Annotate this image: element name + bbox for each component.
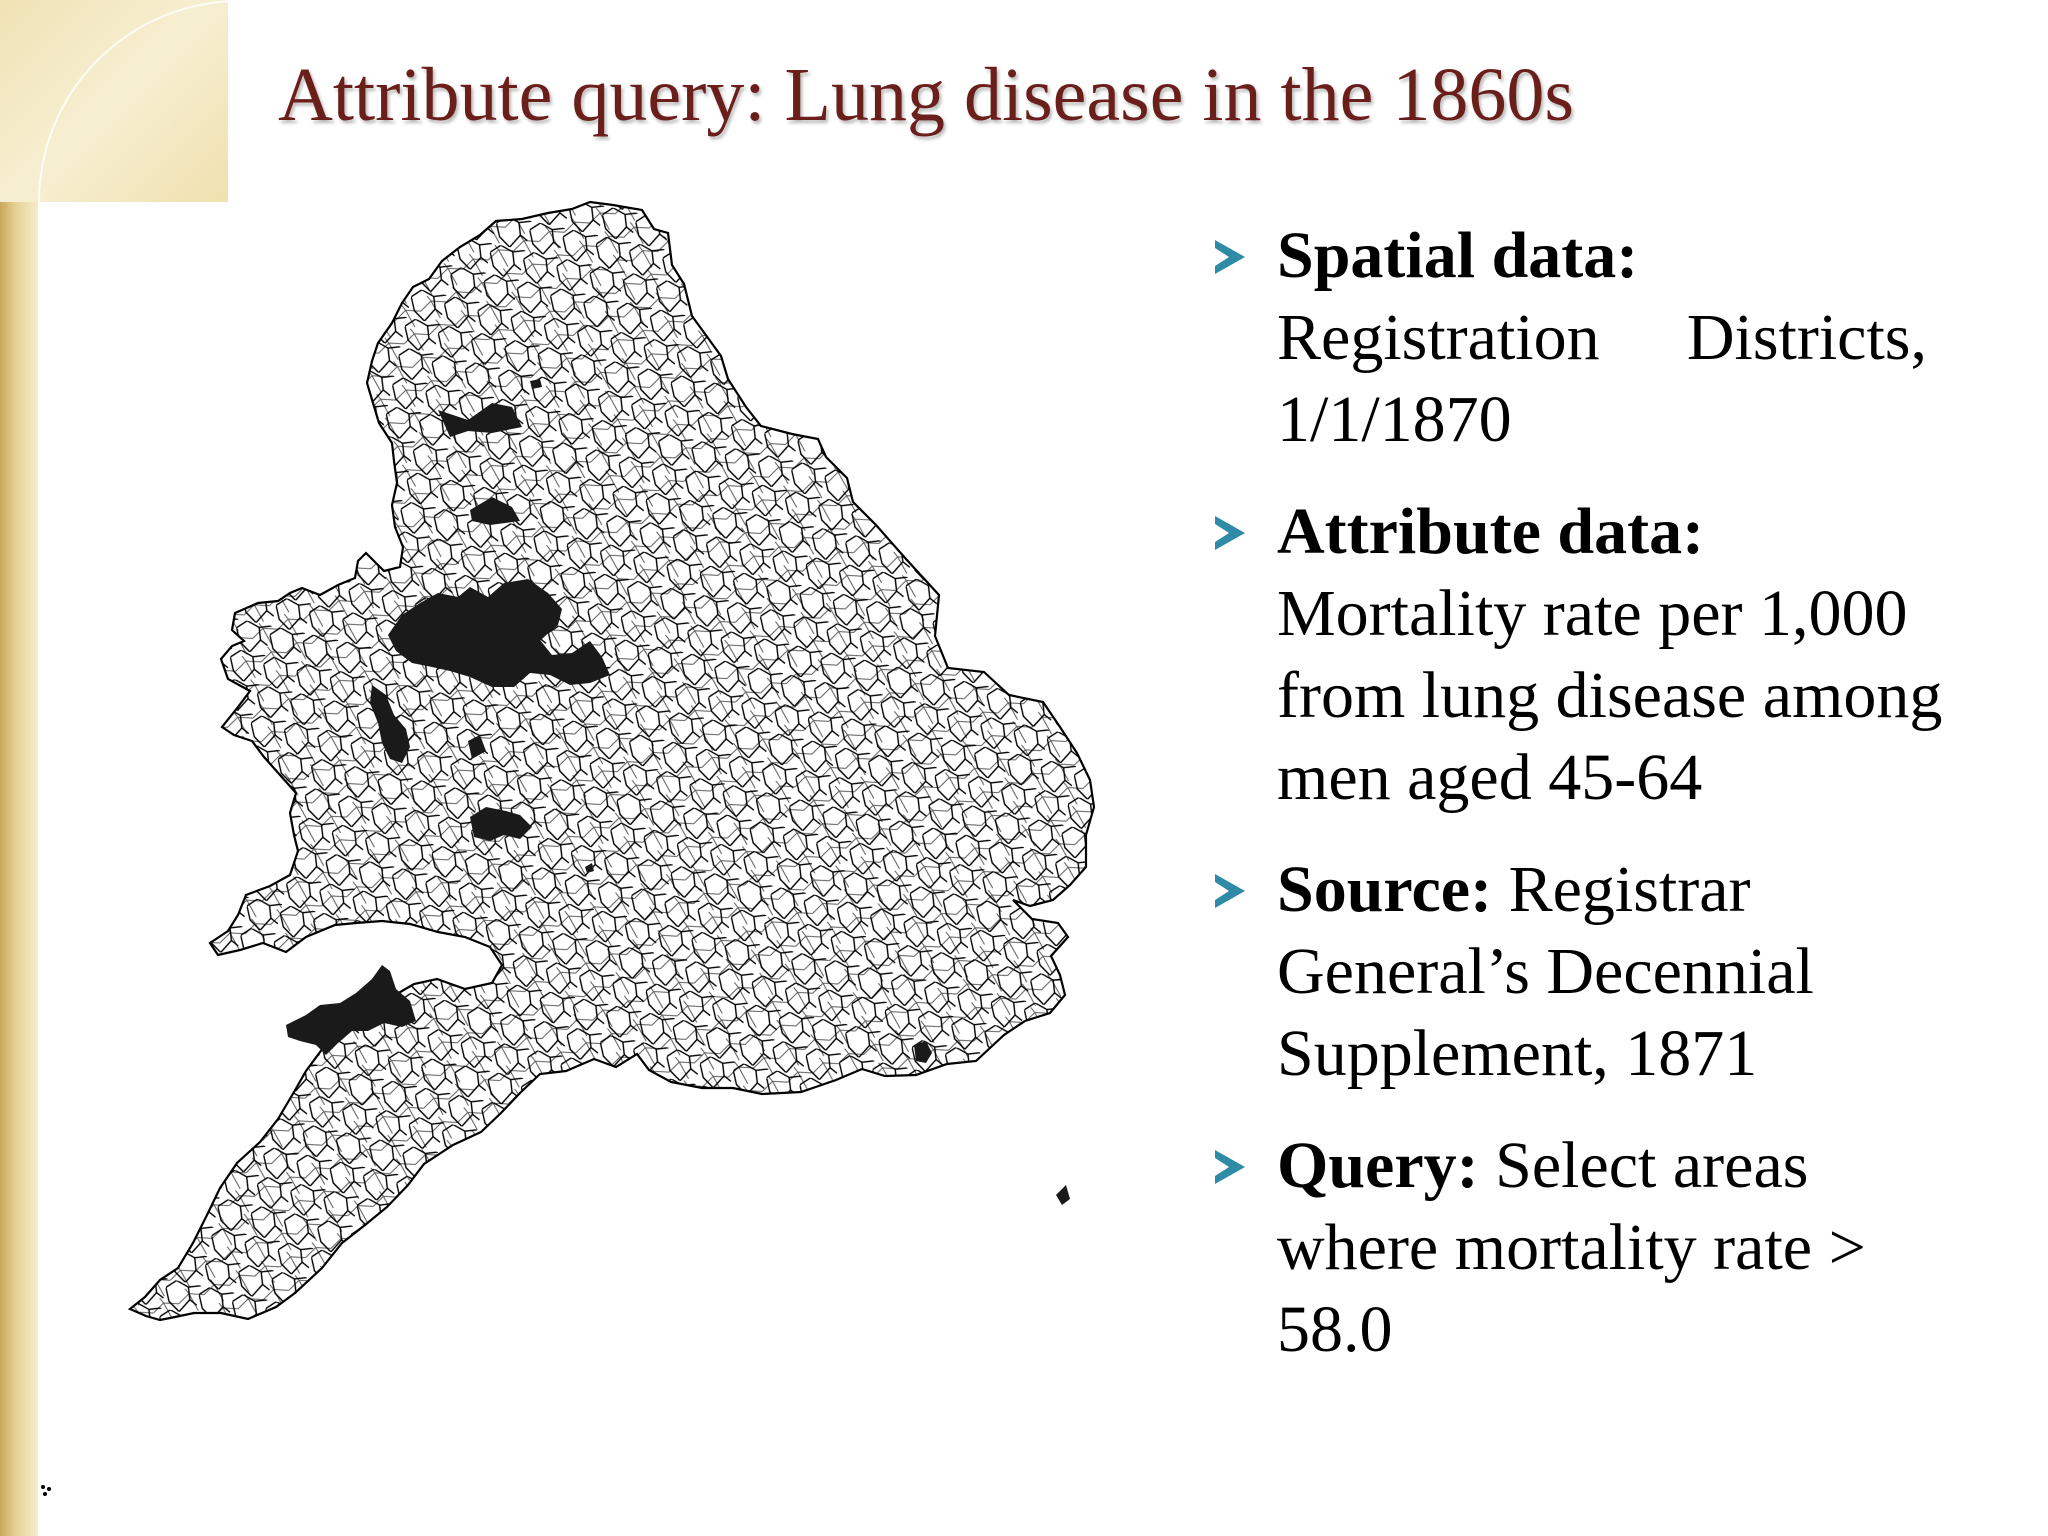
bullet-label: Query: [1277, 1129, 1479, 1202]
bullet-text-line: 1/1/1870 [1277, 383, 1512, 456]
selected-district-kent [1056, 1185, 1070, 1205]
selected-district-northeast-2 [470, 497, 520, 525]
slide-title: Attribute query: Lung disease in the 186… [278, 53, 1574, 137]
bullet-label: Source: [1277, 853, 1493, 926]
bullet-arrow-icon [1215, 1150, 1245, 1184]
selected-district-south-wales [286, 965, 416, 1055]
bullet-list: Spatial data: Registration Districts, 1/… [1215, 215, 2005, 1401]
selected-district-staffordshire [468, 735, 486, 759]
bullet-inline-text: Select areas [1478, 1129, 1809, 1202]
bullet-text-word: Districts, [1686, 301, 1927, 374]
bullet-spatial-data: Spatial data: Registration Districts, 1/… [1215, 215, 2005, 461]
selected-district-cheshire [370, 685, 410, 763]
bullet-text-line: where mortality rate > [1277, 1211, 1866, 1284]
bullet-inline-text: Registrar [1492, 853, 1751, 926]
selected-district-midland-dot [585, 863, 594, 873]
decorative-left-band [0, 0, 38, 1536]
selected-district-northeast-1 [438, 403, 522, 437]
bullet-query: Query: Select areas where mortality rate… [1215, 1125, 2005, 1371]
bullet-text-line: Registration Districts, [1277, 297, 1927, 379]
bullet-text-line: from lung disease among [1277, 659, 1943, 732]
bullet-label: Spatial data: [1277, 219, 1639, 292]
bullet-text-line: General’s Decennial [1277, 935, 1814, 1008]
selected-district-london [914, 1041, 932, 1063]
bullet-attribute-data: Attribute data: Mortality rate per 1,000… [1215, 491, 2005, 819]
bullet-label: Attribute data: [1277, 495, 1705, 568]
bullet-text-line: Mortality rate per 1,000 [1277, 577, 1908, 650]
bullet-text-line: Supplement, 1871 [1277, 1017, 1758, 1090]
bullet-source: Source: Registrar General’s Decennial Su… [1215, 849, 2005, 1095]
scatter-dots-icon [41, 1485, 51, 1496]
bullet-arrow-icon [1215, 240, 1245, 274]
bullet-arrow-icon [1215, 874, 1245, 908]
selected-district-lancashire-yorkshire [388, 579, 610, 687]
selected-districts [286, 379, 1070, 1205]
selected-district-black-country [470, 807, 532, 841]
bullet-arrow-icon [1215, 516, 1245, 550]
registration-districts-map [128, 200, 1096, 1322]
bullet-text-line: men aged 45-64 [1277, 741, 1703, 814]
bullet-text-line: 58.0 [1277, 1293, 1393, 1366]
bullet-text-word: Registration [1277, 301, 1600, 374]
district-boundaries [130, 202, 1094, 1320]
england-wales-map [120, 195, 1180, 1505]
selected-district-north-tip [530, 379, 542, 389]
